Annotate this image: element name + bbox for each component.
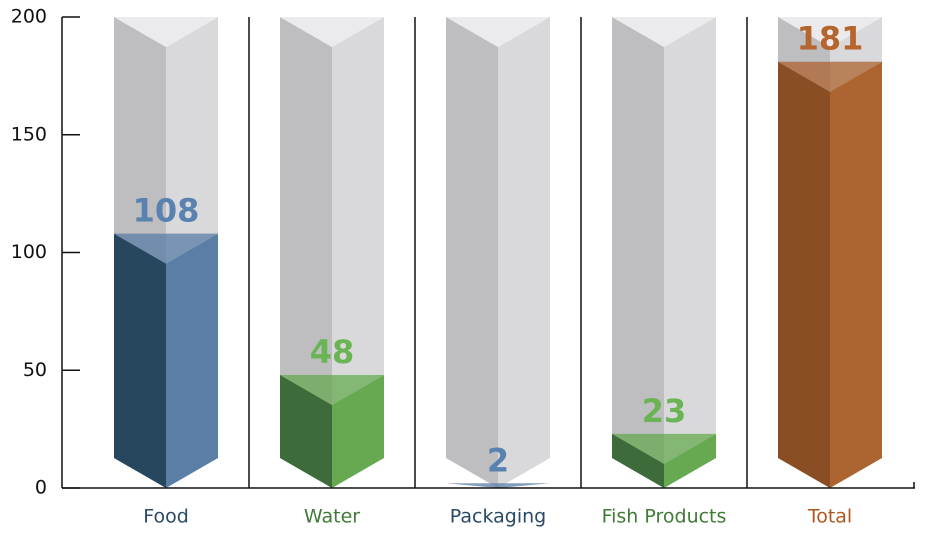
tube-top-face bbox=[446, 17, 550, 47]
tube-top-face bbox=[612, 17, 716, 47]
value-label: 2 bbox=[487, 441, 509, 479]
bar-water bbox=[280, 17, 384, 488]
bar-fill-top bbox=[446, 483, 550, 488]
bar-fill-top bbox=[280, 374, 384, 405]
tube-left-face bbox=[280, 17, 332, 488]
y-tick-label: 200 bbox=[11, 6, 47, 28]
y-ticks: 0 50 100 150 200 bbox=[11, 6, 80, 499]
category-label: Total bbox=[807, 506, 852, 528]
bar-fill-top bbox=[114, 233, 218, 264]
bar-total bbox=[778, 17, 882, 489]
y-tick-label: 50 bbox=[23, 359, 47, 381]
value-labels: 108 48 2 23 181 bbox=[133, 20, 864, 480]
y-tick-label: 0 bbox=[35, 477, 47, 499]
tube-top-face bbox=[114, 17, 218, 47]
category-separators bbox=[248, 17, 748, 488]
bar-fill-left bbox=[114, 233, 166, 488]
bar-fill-top bbox=[778, 61, 882, 92]
category-label: Water bbox=[304, 506, 360, 528]
bar-fill-right bbox=[332, 374, 384, 488]
tube-right-face bbox=[498, 17, 550, 488]
bar-tubes bbox=[114, 17, 882, 489]
bar-fill-left bbox=[612, 433, 664, 488]
value-label: 108 bbox=[133, 192, 200, 230]
value-label: 23 bbox=[642, 392, 687, 430]
category-labels: Food Water Packaging Fish Products Total bbox=[143, 506, 852, 528]
value-label: 48 bbox=[310, 333, 355, 371]
tube-left-face bbox=[446, 17, 498, 488]
category-label: Food bbox=[143, 506, 189, 528]
y-tick-label: 150 bbox=[11, 123, 47, 145]
value-label: 181 bbox=[797, 20, 864, 58]
bar-packaging bbox=[446, 17, 550, 488]
tube-left-face bbox=[612, 17, 664, 488]
bar-fish-products bbox=[612, 17, 716, 488]
tube-top-face bbox=[280, 17, 384, 47]
y-tick-label: 100 bbox=[11, 241, 47, 263]
bar-fill-right bbox=[664, 433, 716, 488]
bar-fill-right bbox=[830, 61, 882, 489]
bar-fill-left bbox=[280, 374, 332, 488]
bar-fill-left bbox=[778, 61, 830, 489]
tube-right-face bbox=[664, 17, 716, 488]
category-label: Fish Products bbox=[602, 506, 727, 528]
bar-fill-top bbox=[612, 433, 716, 464]
bar-fill-right bbox=[166, 233, 218, 488]
bar-food bbox=[114, 17, 218, 488]
tube-top-face bbox=[778, 17, 882, 47]
category-label: Packaging bbox=[450, 506, 546, 528]
tube-right-face bbox=[332, 17, 384, 488]
